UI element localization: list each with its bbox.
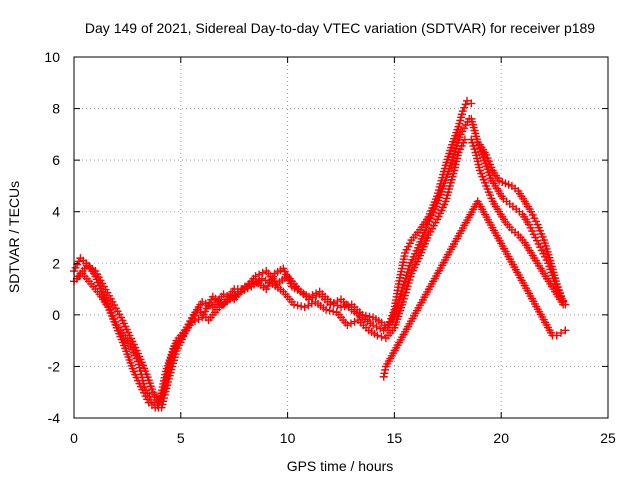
data-point [373, 331, 382, 340]
data-point-interp [325, 306, 334, 315]
data-point [557, 328, 566, 337]
data-point-interp [377, 332, 386, 341]
data-point-interp [293, 301, 302, 310]
data-point [198, 297, 207, 306]
data-points [70, 96, 570, 412]
y-axis-ticks: -4 -2 0 2 4 6 8 10 [44, 49, 608, 426]
y-tick-label: 10 [44, 49, 60, 65]
data-point [304, 295, 313, 304]
data-point-interp [380, 369, 389, 378]
x-tick-label: 20 [493, 430, 509, 446]
y-tick-label: 4 [52, 204, 60, 220]
data-point-interp [194, 315, 203, 324]
data-point [467, 99, 476, 108]
data-point [322, 305, 331, 314]
data-point [369, 321, 378, 330]
data-point [219, 290, 228, 299]
x-tick-label: 25 [600, 430, 616, 446]
data-point [326, 300, 335, 309]
data-point [187, 318, 196, 327]
gridlines [74, 57, 608, 418]
data-point [343, 321, 352, 330]
data-point-interp [461, 100, 470, 109]
data-point-interp [329, 307, 338, 316]
x-tick-label: 0 [70, 430, 78, 446]
y-tick-label: -2 [48, 358, 61, 374]
data-point-interp [333, 297, 342, 306]
data-point-interp [329, 298, 338, 307]
y-axis-label: SDTVAR / TECUs [6, 181, 22, 293]
y-tick-label: 6 [52, 152, 60, 168]
data-point-interp [191, 316, 200, 325]
data-point [251, 272, 260, 281]
data-point-interp [255, 270, 264, 279]
data-point-interp [372, 322, 381, 331]
series-4 [467, 135, 568, 309]
data-point-interp [308, 293, 317, 302]
data-point-interp [365, 312, 374, 321]
data-point-interp [376, 324, 385, 333]
data-point [290, 300, 299, 309]
data-point-interp [346, 319, 355, 328]
series-7 [379, 197, 570, 381]
data-point [552, 331, 561, 340]
series-6 [475, 140, 568, 306]
y-tick-label: 8 [52, 101, 60, 117]
data-point-interp [350, 317, 359, 326]
y-tick-label: -4 [48, 410, 61, 426]
data-point [458, 107, 467, 116]
data-point-interp [265, 278, 274, 287]
series-3 [74, 114, 474, 407]
data-point-interp [258, 268, 267, 277]
data-point-interp [460, 103, 469, 112]
data-point-interp [261, 276, 270, 285]
plot-frame [73, 56, 609, 419]
data-point-interp [304, 301, 313, 310]
data-point [463, 96, 472, 105]
data-point [300, 303, 309, 312]
x-tick-label: 5 [177, 430, 185, 446]
data-point-interp [312, 291, 321, 300]
y-tick-label: 0 [52, 307, 60, 323]
data-point-interp [344, 301, 353, 310]
data-point-interp [340, 302, 349, 311]
y-tick-label: 2 [52, 255, 60, 271]
data-point [561, 326, 570, 335]
data-point-interp [381, 365, 390, 374]
data-point [379, 372, 388, 381]
x-axis-ticks: 0 5 10 15 20 25 [70, 57, 616, 446]
chart-title: Day 149 of 2021, Sidereal Day-to-day VTE… [85, 20, 595, 36]
data-point-interp [297, 302, 306, 311]
data-point [257, 274, 266, 283]
x-tick-label: 10 [280, 430, 296, 446]
data-point [337, 303, 345, 312]
x-axis-label: GPS time / hours [287, 458, 394, 474]
x-tick-label: 15 [387, 430, 403, 446]
data-point [559, 297, 568, 306]
